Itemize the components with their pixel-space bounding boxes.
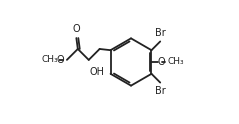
Text: CH₃: CH₃: [168, 58, 185, 66]
Text: CH₃: CH₃: [42, 55, 58, 64]
Text: Br: Br: [155, 28, 166, 38]
Text: OH: OH: [89, 67, 104, 77]
Text: O: O: [157, 57, 165, 67]
Text: Br: Br: [155, 86, 166, 96]
Text: O: O: [57, 55, 65, 65]
Text: O: O: [73, 24, 80, 34]
